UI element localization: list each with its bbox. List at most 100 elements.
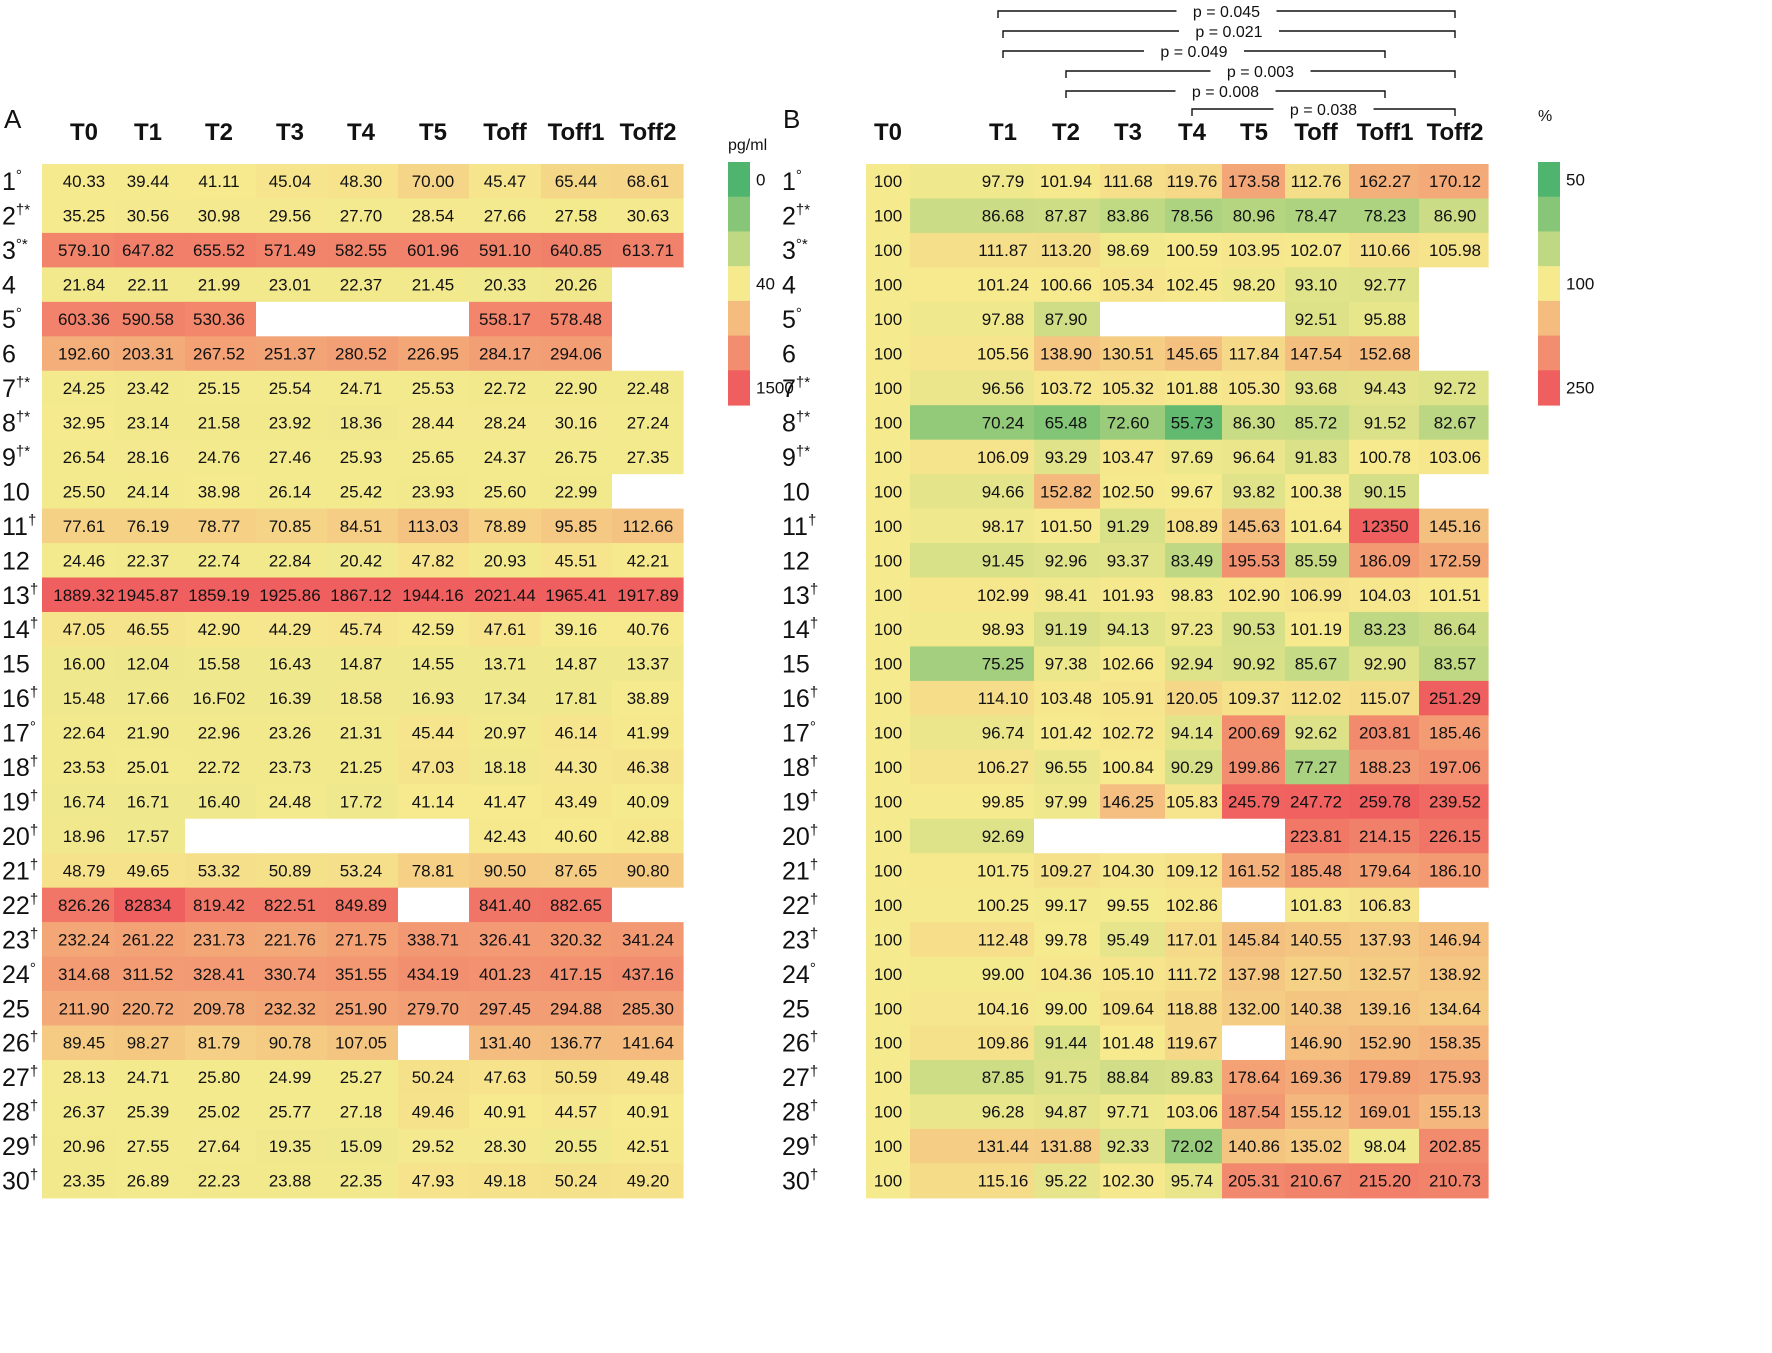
heatmap-cell (1222, 267, 1286, 303)
heatmap-row: 100 99.85 97.99 146.25 105.83 245.79 247.72 259… (866, 784, 1489, 820)
cell-value: 99.00 (982, 965, 1025, 984)
cell-value: 92.33 (1107, 1137, 1150, 1156)
empty-cell (398, 301, 469, 337)
cell-value: 38.89 (627, 689, 670, 708)
heatmap-row: 100 100.25 99.17 99.55 102.86 101.83 106.83 (866, 887, 1488, 923)
heatmap-cell (612, 611, 684, 648)
cell-value: 102.50 (1102, 482, 1154, 501)
heatmap-cell (42, 956, 115, 992)
cell-value: 100 (874, 551, 902, 570)
cell-value: 105.91 (1102, 689, 1154, 708)
cell-value: 24.37 (484, 448, 527, 467)
heatmap-cell (185, 439, 257, 475)
cell-value: 417.15 (550, 965, 602, 984)
cell-value: 24.99 (269, 1068, 312, 1087)
heatmap-cell (1222, 198, 1286, 234)
cell-value: 40.91 (627, 1103, 670, 1122)
heatmap-cell (541, 991, 613, 1027)
cell-value: 259.78 (1359, 793, 1411, 812)
heatmap-row: 23.53 25.01 22.72 23.73 21.25 47.03 18.18 44.30… (42, 749, 684, 785)
cell-value: 22.35 (340, 1172, 383, 1191)
cell-value: 82.67 (1434, 413, 1477, 432)
heatmap-cell (469, 784, 542, 820)
heatmap-cell (398, 1163, 470, 1199)
cell-value: 114.10 (978, 689, 1029, 708)
cell-value: 41.14 (412, 793, 455, 812)
heatmap-cell (469, 198, 542, 234)
row-label: 14† (2, 615, 38, 644)
row-label-marker: † (30, 1167, 38, 1184)
cell-value: 314.68 (58, 965, 110, 984)
heatmap-cell (612, 1094, 684, 1130)
cell-value: 152.82 (1040, 482, 1092, 501)
cell-value: 28.54 (412, 207, 455, 226)
cell-value: 93.68 (1295, 379, 1338, 398)
heatmap-cell (541, 405, 613, 441)
cell-value: 17.81 (555, 689, 598, 708)
cell-value: 294.88 (550, 999, 602, 1018)
heatmap-cell (1349, 680, 1420, 716)
heatmap-cell (541, 577, 613, 613)
cell-value: 28.16 (127, 448, 170, 467)
cell-value: 82834 (124, 896, 171, 915)
cell-value: 92.69 (982, 827, 1025, 846)
cell-value: 22.64 (63, 724, 106, 743)
heatmap-cell (910, 818, 1035, 854)
row-label: 8†* (782, 408, 810, 437)
cell-value: 47.82 (412, 551, 455, 570)
cell-value: 91.19 (1045, 620, 1088, 639)
column-header: Toff2 (1427, 119, 1484, 146)
cell-value: 40.76 (627, 620, 670, 639)
heatmap-cell (910, 405, 1035, 441)
row-label: 22† (782, 891, 818, 920)
heatmap-cell (327, 922, 399, 958)
heatmap-cell (866, 232, 911, 268)
cell-value: 102.45 (1166, 276, 1218, 295)
cell-value: 109.37 (1228, 689, 1280, 708)
heatmap-cell (1222, 611, 1286, 648)
heatmap-cell (1222, 715, 1286, 751)
heatmap-cell (866, 887, 911, 923)
row-label: 27† (2, 1063, 38, 1092)
cell-value: 140.86 (1228, 1137, 1280, 1156)
heatmap-cell (114, 646, 186, 682)
heatmap-cell (910, 1094, 1035, 1130)
cell-value: 401.23 (479, 965, 531, 984)
row-label: 18† (2, 753, 38, 782)
heatmap-cell (185, 543, 257, 579)
cell-value: 100 (874, 1172, 902, 1191)
heatmap-cell (398, 749, 470, 785)
row-label: 3°* (782, 236, 808, 265)
cell-value: 30.56 (127, 207, 170, 226)
legend-swatch (1538, 196, 1560, 233)
heatmap-cell (866, 508, 911, 544)
cell-value: 16.74 (63, 793, 106, 812)
cell-value: 87.85 (982, 1068, 1025, 1087)
heatmap-cell (256, 508, 328, 544)
cell-value: 251.90 (335, 999, 387, 1018)
panel-letter: B (783, 104, 800, 134)
cell-value: 16.39 (269, 689, 312, 708)
cell-value: 437.16 (622, 965, 674, 984)
row-label: 28† (782, 1098, 818, 1127)
heatmap-cell (541, 164, 613, 200)
cell-value: 103.06 (1429, 448, 1481, 467)
cell-value: 91.75 (1045, 1068, 1088, 1087)
cell-value: 39.16 (555, 620, 598, 639)
row-label-marker: † (810, 1167, 818, 1184)
heatmap-row: 22.64 21.90 22.96 23.26 21.31 45.44 20.97 46.14… (42, 715, 684, 751)
heatmap-cell (256, 1025, 328, 1061)
cell-value: 26.14 (269, 482, 312, 501)
column-header: Toff1 (548, 119, 605, 146)
p-value-label: p = 0.003 (1227, 64, 1294, 81)
heatmap-cell (1419, 715, 1489, 751)
cell-value: 24.76 (198, 448, 241, 467)
heatmap-cell (612, 1059, 684, 1096)
cell-value: 297.45 (479, 999, 531, 1018)
heatmap-cell (1100, 508, 1166, 544)
empty-cell (1222, 887, 1285, 923)
cell-value: 41.11 (198, 172, 239, 191)
heatmap-cell (469, 336, 542, 372)
legend-swatch (728, 196, 750, 233)
